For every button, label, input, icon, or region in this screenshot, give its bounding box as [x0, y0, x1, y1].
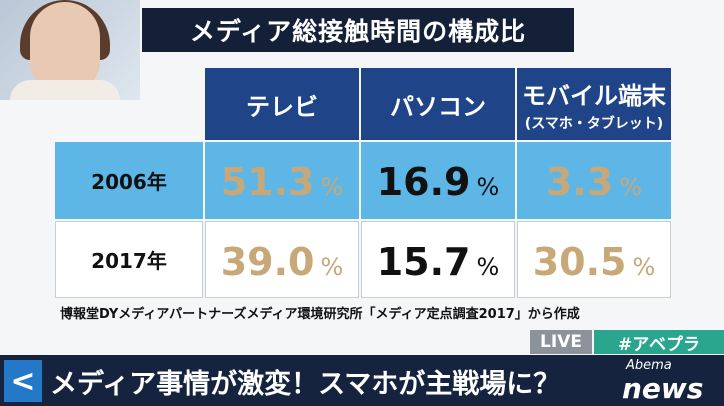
cell-number: 30.5 [532, 240, 627, 284]
hashtag: #アベプラ [594, 330, 724, 355]
cell-unit: % [320, 253, 344, 281]
caption-bar [0, 355, 724, 406]
table-cell: 16.9% [361, 142, 515, 219]
source: 博報堂DYメディアパートナーズメディア環境研究所「メディア定点調査2017」から… [60, 306, 580, 322]
column-label: モバイル端末 [522, 81, 666, 110]
cell-number: 15.7 [376, 240, 471, 284]
presenter [10, 80, 120, 100]
cell-unit: % [476, 253, 500, 281]
back-button[interactable]: < [4, 360, 42, 402]
caption: メディア事情が激変！スマホが主戦場に？ [50, 368, 561, 400]
presenter [30, 2, 100, 92]
table-cell: 30.5% [517, 221, 671, 298]
logo: news [622, 372, 704, 405]
table-cell: 3.3% [517, 142, 671, 219]
table-cell: 15.7% [361, 221, 515, 298]
table-cell: 39.0% [205, 221, 359, 298]
cell-unit: % [619, 173, 643, 201]
cell-unit: % [320, 173, 344, 201]
row-label: 2017年 [55, 221, 203, 298]
cell-number: 16.9 [376, 160, 471, 204]
column-label: パソコン [390, 92, 486, 121]
cell-unit: % [632, 253, 656, 281]
live-badge: LIVE [530, 330, 592, 354]
logo: Abema [626, 358, 672, 373]
cell-number: 39.0 [220, 240, 315, 284]
column-header: モバイル端末 (スマホ・タブレット) [517, 68, 671, 140]
row-label: 2006年 [55, 142, 203, 219]
title: メディア総接触時間の構成比 [142, 8, 574, 52]
cell-number: 3.3 [545, 160, 614, 204]
column-label: テレビ [246, 92, 318, 121]
column-header: テレビ [205, 68, 359, 140]
table-cell: 51.3% [205, 142, 359, 219]
cell-unit: % [476, 173, 500, 201]
cell-number: 51.3 [220, 160, 315, 204]
column-header: パソコン [361, 68, 515, 140]
studio-video [0, 0, 140, 100]
column-sublabel: (スマホ・タブレット) [524, 115, 664, 132]
